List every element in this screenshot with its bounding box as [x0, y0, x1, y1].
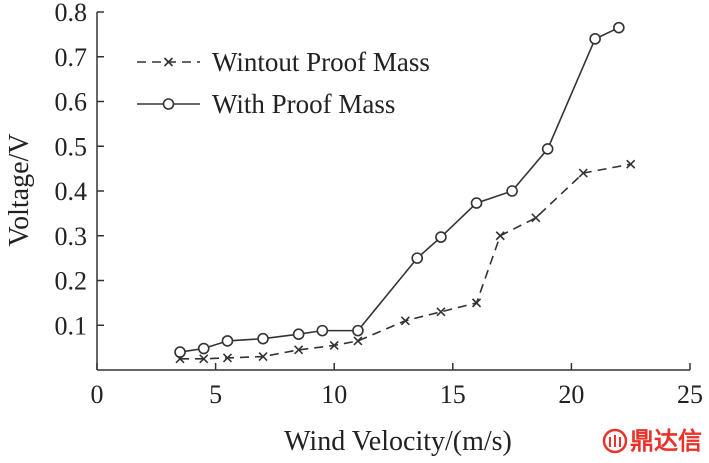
- y-axis-title: Voltage/V: [4, 133, 35, 246]
- x-tick-label: 15: [440, 380, 466, 409]
- x-axis-title: Wind Velocity/(m/s): [284, 426, 512, 457]
- watermark-logo-icon: [602, 428, 628, 454]
- data-point: [258, 352, 268, 362]
- data-point: [435, 231, 447, 243]
- legend-marker: [162, 98, 175, 110]
- series-line: [179, 26, 620, 353]
- x-tick-label: 20: [558, 380, 584, 409]
- y-ticks: 0.1 0.2 0.3 0.4 0.5 0.6 0.7 0.8: [55, 0, 104, 340]
- x-tick-label: 25: [677, 380, 703, 409]
- legend-label: With Proof Mass: [212, 89, 395, 119]
- legend: Wintout Proof Mass With Proof Mass: [137, 47, 430, 119]
- data-point: [495, 231, 505, 241]
- data-point: [613, 21, 625, 34]
- data-point: [589, 33, 601, 45]
- y-tick-label: 0.1: [55, 311, 88, 340]
- x-tick-label: 10: [321, 380, 347, 409]
- series-1: [174, 21, 625, 358]
- series-line: [180, 163, 631, 360]
- data-point: [352, 324, 364, 337]
- x-tick-label: 0: [91, 380, 104, 409]
- data-point: [626, 159, 636, 169]
- data-point: [222, 353, 233, 363]
- data-point: [329, 340, 339, 350]
- y-tick-label: 0.6: [55, 88, 88, 117]
- data-point: [199, 354, 209, 364]
- y-tick-label: 0.8: [55, 0, 88, 27]
- data-point: [353, 336, 363, 346]
- watermark: 鼎达信: [602, 427, 702, 455]
- y-tick-label: 0.4: [55, 177, 88, 206]
- y-tick-label: 0.2: [55, 267, 88, 296]
- data-point: [436, 307, 446, 317]
- x-tick-label: 5: [209, 380, 222, 409]
- data-point: [411, 252, 424, 264]
- watermark-logo-mark: [609, 435, 621, 447]
- y-tick-label: 0.3: [55, 222, 88, 251]
- data-point: [541, 143, 554, 155]
- data-point: [400, 316, 410, 326]
- data-point: [471, 298, 482, 308]
- data-point: [174, 346, 186, 358]
- data-point: [257, 332, 269, 345]
- data-point: [292, 328, 305, 341]
- data-point: [294, 345, 304, 355]
- series-layer: [174, 21, 636, 364]
- x-ticks: 0 5 10 15 20 25: [91, 363, 703, 409]
- y-tick-label: 0.5: [55, 132, 88, 161]
- legend-marker: [163, 57, 174, 67]
- data-point: [197, 342, 210, 355]
- watermark-text: 鼎达信: [630, 427, 702, 455]
- y-tick-label: 0.7: [55, 43, 88, 72]
- data-point: [578, 168, 588, 178]
- data-point: [531, 213, 541, 223]
- data-point: [470, 197, 483, 209]
- data-point: [316, 324, 329, 337]
- series-0: [175, 159, 636, 364]
- data-point: [221, 335, 234, 347]
- data-point: [506, 185, 518, 197]
- legend-label: Wintout Proof Mass: [212, 47, 430, 77]
